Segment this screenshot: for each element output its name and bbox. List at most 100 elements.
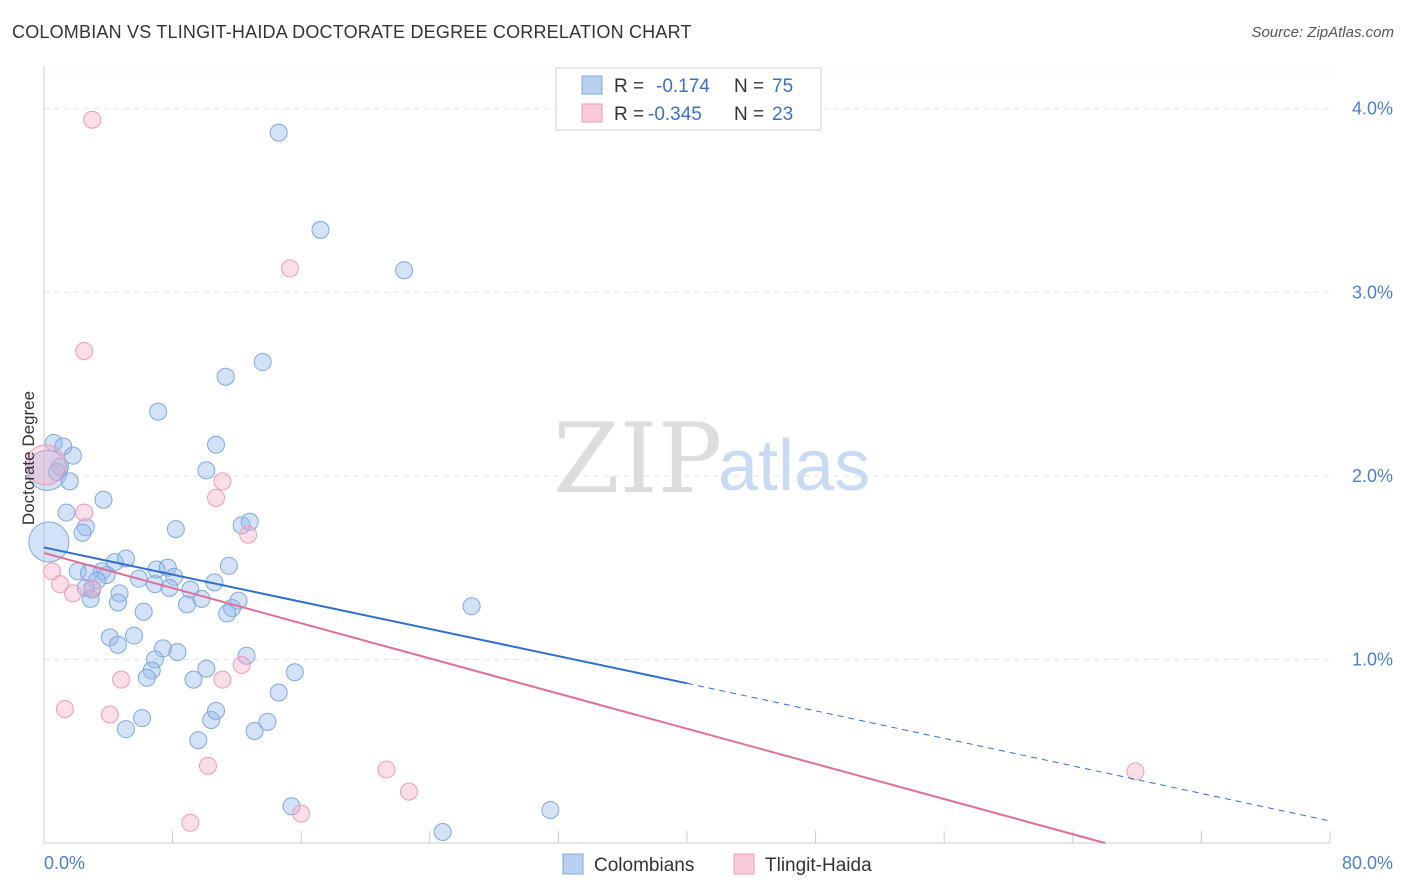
y-axis-label: Doctorate Degree — [19, 391, 38, 525]
tlingit-haida-point-5 — [75, 503, 94, 522]
colombians-point-68 — [462, 597, 481, 616]
tlingit-haida-point-21 — [1126, 762, 1145, 781]
ticks-layer: 1.0% 2.0% 3.0% 4.0% 0.0% 80.0% — [44, 99, 1393, 873]
colombians-point-40 — [108, 635, 127, 654]
tlingit-haida-point-14 — [232, 655, 251, 674]
source-label: Source: ZipAtlas.com — [1251, 24, 1394, 41]
tlingit-haida-point-7 — [43, 562, 62, 581]
tlingit-haida-point-0 — [83, 110, 102, 129]
colombians-point-7 — [76, 518, 95, 537]
colombians-point-60 — [207, 435, 226, 454]
bottom-legend-swatch-tlingit-haida — [733, 853, 755, 875]
watermark-zip: ZIP — [553, 403, 722, 515]
tlingit-haida-point-6 — [239, 525, 258, 544]
bottom-legend-tlingit-haida: Tlingit-Haida — [765, 855, 872, 876]
tlingit-haida-point-13 — [100, 705, 119, 724]
tlingit-haida-point-16 — [198, 756, 217, 775]
colombians-point-53 — [207, 701, 226, 720]
colombians-point-50 — [269, 683, 288, 702]
colombians-point-59 — [149, 402, 168, 421]
tlingit-haida-point-15 — [213, 670, 232, 689]
tlingit-haida-point-10 — [83, 578, 102, 597]
tlingit-haida-point-1 — [280, 259, 299, 278]
tlingit-haida-point-12 — [55, 699, 74, 718]
colombians-point-6 — [57, 503, 76, 522]
colombians-point-2 — [63, 446, 82, 465]
legend-n-value-2: 23 — [772, 104, 793, 125]
colombians-point-20 — [110, 584, 129, 603]
colombians-point-65 — [269, 123, 288, 142]
legend-r-label-2: R = — [614, 104, 644, 125]
legend-n-label-1: N = — [734, 76, 764, 97]
legend-r-value-1: -0.174 — [656, 76, 710, 97]
points-layer — [25, 110, 1145, 841]
tlingit-haida-point-11 — [112, 670, 131, 689]
colombians-point-52 — [202, 711, 221, 730]
colombians-point-61 — [197, 461, 216, 480]
tlingit-haida-point-17 — [377, 760, 396, 779]
colombians-point-49 — [237, 646, 256, 665]
series-legend: Colombians Tlingit-Haida — [562, 853, 872, 876]
colombians-point-38 — [134, 602, 153, 621]
colombians-point-46 — [137, 668, 156, 687]
colombians-point-8 — [73, 523, 92, 542]
trendline-colombians-extension — [686, 682, 1331, 822]
colombians-point-67 — [395, 261, 414, 280]
tlingit-haida-point-4 — [207, 488, 226, 507]
legend-n-label-2: N = — [734, 104, 764, 125]
legend-r-label-1: R = — [614, 76, 644, 97]
trendline-tlingit-haida — [43, 551, 1106, 844]
y-tick-label-0: 1.0% — [1352, 649, 1393, 669]
grid-layer — [44, 71, 1330, 660]
bottom-legend-swatch-colombians — [562, 853, 584, 875]
chart-title: COLOMBIAN VS TLINGIT-HAIDA DOCTORATE DEG… — [12, 22, 692, 42]
colombians-point-11 — [116, 549, 135, 568]
colombians-point-48 — [184, 670, 203, 689]
colombians-point-54 — [133, 709, 152, 728]
tlingit-haida-point-19 — [292, 804, 311, 823]
axis-layer — [43, 66, 1331, 844]
colombians-point-66 — [311, 220, 330, 239]
colombians-point-30 — [192, 589, 211, 608]
colombians-point-58 — [258, 712, 277, 731]
trend-layer — [43, 546, 1331, 844]
watermark: ZIP atlas — [553, 403, 870, 515]
colombians-point-62 — [166, 520, 185, 539]
colombians-point-69 — [541, 800, 560, 819]
legend-r-value-2: -0.345 — [648, 104, 702, 125]
watermark-atlas: atlas — [718, 426, 870, 506]
colombians-point-51 — [285, 663, 304, 682]
tlingit-haida-point-large-0 — [25, 444, 67, 486]
legend-n-value-1: 75 — [772, 76, 793, 97]
tlingit-haida-point-3 — [213, 472, 232, 491]
colombians-point-0 — [44, 433, 63, 452]
y-tick-label-1: 2.0% — [1352, 466, 1393, 486]
colombians-point-71 — [433, 822, 452, 841]
x-tick-label-0: 0.0% — [44, 853, 85, 873]
bottom-legend-colombians: Colombians — [594, 855, 694, 876]
colombians-point-9 — [94, 490, 113, 509]
colombians-point-47 — [197, 659, 216, 678]
x-tick-label-1: 80.0% — [1342, 853, 1393, 873]
colombians-point-4 — [47, 463, 66, 482]
colombians-point-63 — [216, 367, 235, 386]
trendline-colombians — [43, 546, 688, 685]
colombians-point-55 — [116, 720, 135, 739]
colombians-point-43 — [145, 650, 164, 669]
y-tick-label-2: 3.0% — [1352, 282, 1393, 302]
colombians-point-5 — [60, 472, 79, 491]
colombians-point-21 — [108, 593, 127, 612]
colombians-point-56 — [189, 731, 208, 750]
stats-legend: R = -0.174 N = 75 R = -0.345 N = 23 — [555, 67, 822, 131]
tlingit-haida-point-2 — [75, 342, 94, 361]
colombians-point-41 — [125, 626, 144, 645]
colombians-point-57 — [245, 722, 264, 741]
tlingit-haida-point-9 — [63, 584, 82, 603]
tlingit-haida-point-20 — [181, 813, 200, 832]
tlingit-haida-point-18 — [399, 782, 418, 801]
colombians-point-64 — [253, 353, 272, 372]
colombians-point-70 — [282, 797, 301, 816]
colombians-point-44 — [168, 643, 187, 662]
colombians-point-large-1 — [28, 521, 70, 563]
